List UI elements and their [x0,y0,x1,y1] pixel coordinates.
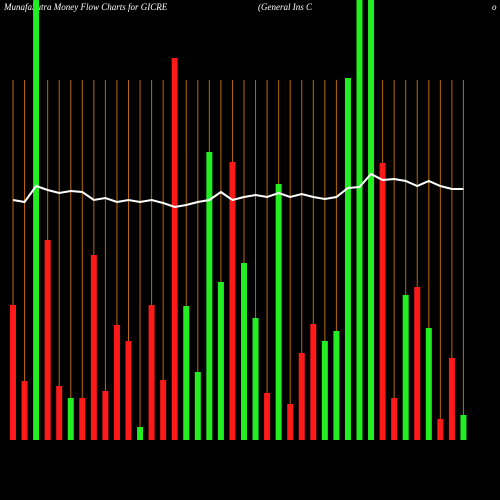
chart-title-tail: o [492,2,497,12]
bar [217,282,224,440]
money-flow-line [12,172,464,209]
bar [160,380,167,440]
bar [275,184,282,440]
bar [113,325,120,440]
bar [344,78,351,440]
bar [402,295,409,440]
bar [206,152,213,440]
bar [102,391,109,440]
bar [137,427,144,440]
bar [33,0,40,440]
bar [194,372,201,440]
bar [229,162,236,440]
bar [333,331,340,440]
bar [448,358,455,440]
bar [460,415,467,440]
bar [79,398,86,440]
bar [379,163,386,440]
bar [437,419,444,440]
bar [264,393,271,440]
bar [125,341,132,440]
bar [90,255,97,440]
bar [148,305,155,440]
bar [44,240,51,440]
bar [287,404,294,440]
chart-title: MunafaSutra Money Flow Charts for GICRE [3,2,168,12]
bar [414,287,421,440]
bar [321,341,328,440]
bar [252,318,259,440]
bar [356,0,363,440]
bar [21,381,28,440]
bar [171,58,178,440]
chart-subtitle: (General Ins C [258,2,313,12]
bar [391,398,398,440]
bar [310,324,317,440]
bar [425,328,432,440]
bar [56,386,63,440]
bar [183,306,190,440]
bar [241,263,247,440]
bar [298,353,305,440]
bar [67,398,74,440]
bar [10,305,16,440]
bar [368,0,375,440]
